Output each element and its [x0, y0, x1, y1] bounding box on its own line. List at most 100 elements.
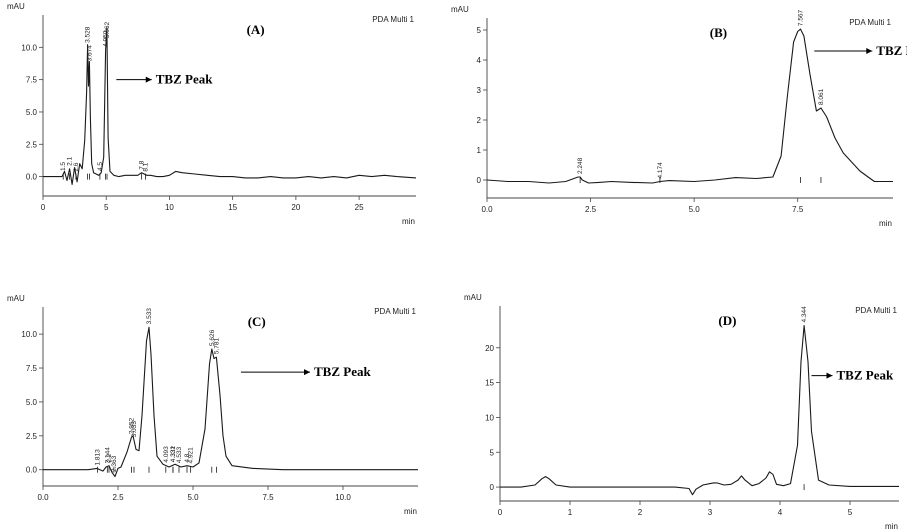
peak-label: 2.6	[73, 162, 80, 171]
x-tick-label: 5	[104, 203, 109, 212]
annotation-text: TBZ Peak	[156, 72, 213, 87]
y-tick-label: 10.0	[21, 330, 37, 339]
peak-label: 4.921	[188, 447, 195, 464]
peak-label: 4.093	[163, 446, 170, 463]
chart-panel-2: 0.0 2.5 5.0 7.5 10.0 0.0 2.5 5.0 7.5 10.0 mAU min PD…	[7, 294, 418, 516]
x-tick-label: 4	[778, 508, 783, 517]
chart-panel-1: 0 1 2 3 4 5 0.0 2.5 5.0 7.5 mAU min PDA Multi 1 (B) 2.…	[451, 5, 907, 228]
arrow-head-icon	[866, 48, 873, 54]
annotation-text: TBZ Peak	[837, 368, 894, 383]
x-tick-label: 3	[708, 508, 713, 517]
y-tick-label: 10.0	[21, 43, 37, 52]
panel-label: (A)	[247, 22, 265, 37]
detector-header: PDA Multi 1	[849, 18, 891, 27]
y-tick-label: 0.0	[26, 466, 38, 475]
peak-label: 4.332	[170, 446, 177, 463]
peak-label: 4.533	[176, 446, 183, 463]
x-axis-unit: min	[879, 219, 892, 228]
x-tick-label: 0	[498, 508, 503, 517]
peak-label: 5.626	[209, 329, 216, 346]
arrow-head-icon	[826, 372, 833, 379]
y-tick-label: 15	[485, 379, 494, 388]
x-tick-label: 0.0	[481, 205, 493, 214]
annotation-text: TBZ Peak	[314, 364, 371, 379]
x-tick-label: 10.0	[335, 493, 351, 502]
detector-header: PDA Multi 1	[372, 15, 414, 24]
annotation-text: TBZ Peak	[876, 43, 907, 58]
x-tick-label: 25	[355, 203, 364, 212]
peak-label: 4.174	[657, 162, 664, 179]
detector-header: PDA Multi 1	[374, 307, 416, 316]
peak-label: 3.033	[131, 421, 138, 438]
peak-label: 5.062	[104, 21, 111, 38]
peak-label: 8.061	[818, 88, 825, 105]
x-tick-label: 7.5	[262, 493, 274, 502]
y-tick-label: 10	[485, 413, 494, 422]
y-axis-unit: mAU	[464, 293, 482, 302]
chromatogram-trace	[43, 27, 417, 185]
peak-label: 2.144	[104, 447, 111, 464]
x-tick-label: 10	[165, 203, 174, 212]
x-tick-label: 2	[638, 508, 643, 517]
peak-label: 4.8	[184, 453, 191, 462]
x-axis-unit: min	[402, 217, 415, 226]
y-tick-label: 7.5	[26, 76, 38, 85]
peak-label: 4.344	[801, 306, 808, 323]
y-tick-label: 4	[477, 56, 482, 65]
y-tick-label: 2.5	[26, 140, 38, 149]
x-tick-label: 2.5	[585, 205, 597, 214]
chart-panel-0: 0.0 2.5 5.0 7.5 10.0 0 5 10 15 20 25 mAU min PDA Mult…	[7, 2, 417, 226]
x-tick-label: 0	[41, 203, 46, 212]
peak-label: 8.1	[142, 162, 149, 171]
x-tick-label: 0.0	[37, 493, 49, 502]
x-tick-label: 5.0	[187, 493, 199, 502]
x-tick-label: 2.5	[112, 493, 124, 502]
detector-header: PDA Multi 1	[855, 306, 897, 315]
peak-label: 7.567	[797, 9, 804, 26]
arrow-head-icon	[145, 76, 152, 83]
y-tick-label: 7.5	[26, 364, 38, 373]
y-tick-label: 0	[477, 176, 482, 185]
peak-label: 2.1	[67, 156, 74, 165]
x-tick-label: 1	[568, 508, 573, 517]
chromatogram-trace	[500, 324, 899, 496]
y-tick-label: 2	[477, 116, 482, 125]
peak-label: 2.2	[106, 453, 113, 462]
peak-label: 1.5	[60, 162, 67, 171]
peak-label: 3.533	[146, 308, 153, 325]
peak-label: 7.8	[139, 160, 146, 169]
y-axis-unit: mAU	[7, 2, 25, 11]
panel-label: (C)	[248, 314, 266, 329]
chromatogram-trace	[43, 326, 418, 478]
y-tick-label: 1	[477, 146, 482, 155]
x-axis-unit: min	[404, 507, 417, 516]
y-tick-label: 5.0	[26, 398, 38, 407]
arrow-head-icon	[304, 369, 310, 376]
axis-lines	[499, 306, 899, 502]
y-tick-label: 5	[477, 26, 482, 35]
peak-label: 1.813	[94, 449, 101, 466]
peak-label: 2.363	[111, 455, 118, 472]
panel-label: (B)	[710, 25, 727, 40]
x-tick-label: 7.5	[792, 205, 804, 214]
peak-label: 3.528	[85, 26, 92, 43]
peak-label: 4.950	[103, 30, 110, 47]
axis-lines	[486, 18, 893, 199]
y-tick-label: 0	[490, 483, 495, 492]
y-tick-label: 5.0	[26, 108, 38, 117]
y-axis-unit: mAU	[451, 5, 469, 14]
y-axis-unit: mAU	[7, 294, 25, 303]
peak-label: 4.331	[170, 446, 177, 463]
peak-label: 2.248	[577, 157, 584, 174]
peak-label: 4.5	[97, 162, 104, 171]
x-tick-label: 5.0	[689, 205, 701, 214]
y-tick-label: 3	[477, 86, 482, 95]
y-tick-label: 5	[490, 448, 495, 457]
peak-label: 5.781	[213, 338, 220, 355]
x-tick-label: 20	[291, 203, 300, 212]
y-tick-label: 0.0	[26, 173, 38, 182]
y-tick-label: 20	[485, 344, 494, 353]
peak-label: 3.674	[86, 45, 93, 62]
x-axis-unit: min	[885, 522, 898, 531]
